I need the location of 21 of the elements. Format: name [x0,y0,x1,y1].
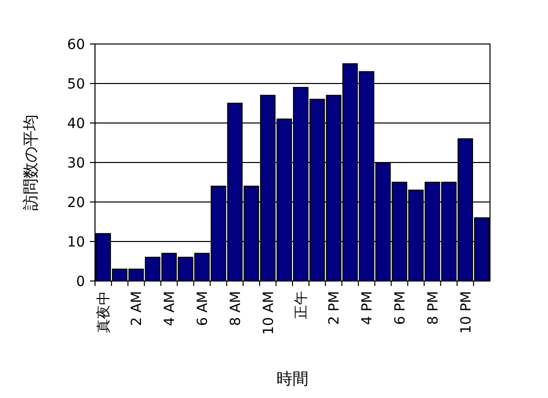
y-tick-label: 50 [67,76,85,92]
x-tick-label: 6 PM [392,291,408,325]
y-tick-label: 40 [67,116,85,132]
x-tick-label: 真夜中 [96,291,112,333]
y-tick-label: 0 [76,274,85,290]
x-tick-label: 8 PM [425,291,442,325]
x-tick-label: 2 PM [326,291,343,325]
x-tick-label: 6 AM [194,291,211,326]
x-tick-label: 4 AM [162,291,178,326]
y-axis-title: 訪問数の平均 [21,114,40,210]
x-tick-label: 10 PM [458,291,474,334]
x-axis-title: 時間 [276,369,308,388]
y-tick-label: 30 [67,156,85,172]
x-tick-label: 10 AM [260,291,277,335]
y-tick-label: 10 [67,234,85,250]
x-tick-label: 正午 [294,291,310,319]
y-tick-label: 20 [67,195,85,211]
y-tick-label: 60 [67,37,85,53]
x-tick-label: 4 PM [360,291,376,325]
x-tick-label: 8 AM [228,291,244,326]
x-tick-label: 2 AM [129,291,146,326]
